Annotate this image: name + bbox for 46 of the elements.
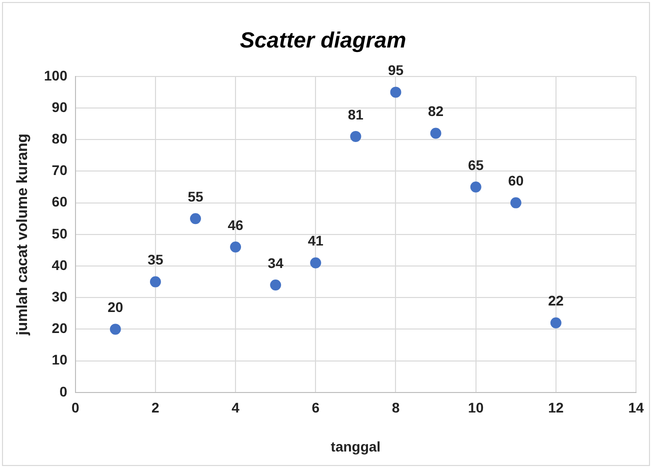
point xyxy=(270,279,282,290)
data-label: 55 xyxy=(188,188,204,204)
data-label: 81 xyxy=(348,106,364,122)
x-axis-title: tanggal xyxy=(330,438,381,454)
data-label: 22 xyxy=(548,292,564,309)
y-tick-label: 10 xyxy=(52,352,68,368)
point xyxy=(310,257,322,268)
data-label: 35 xyxy=(148,252,164,268)
data-label: 65 xyxy=(468,156,484,173)
y-tick-label: 30 xyxy=(52,288,68,304)
y-tick-label: 60 xyxy=(52,194,68,210)
data-label: 34 xyxy=(268,254,284,271)
point xyxy=(230,242,242,253)
y-tick-label: 90 xyxy=(52,98,68,115)
point xyxy=(150,276,161,288)
y-tick-label: 0 xyxy=(60,383,68,400)
x-tick-label: 8 xyxy=(392,400,400,416)
x-tick-label: 6 xyxy=(312,400,320,416)
point xyxy=(470,182,482,192)
point xyxy=(350,130,362,142)
point xyxy=(550,317,562,328)
y-tick-label: 70 xyxy=(52,162,68,178)
data-label: 20 xyxy=(108,299,124,316)
y-tick-label: 100 xyxy=(44,67,68,84)
data-label: 41 xyxy=(308,232,324,249)
x-tick-label: 2 xyxy=(152,400,160,416)
x-tick-label: 0 xyxy=(71,400,80,416)
chart-title: Scatter diagram xyxy=(240,27,406,52)
y-tick-label: 80 xyxy=(52,130,68,146)
x-tick-label: 4 xyxy=(232,400,240,416)
point xyxy=(430,128,442,139)
point xyxy=(510,197,522,208)
x-tick-label: 14 xyxy=(628,400,644,416)
y-tick-label: 20 xyxy=(52,320,68,336)
point xyxy=(190,213,201,224)
data-label: 82 xyxy=(428,103,444,120)
data-label: 95 xyxy=(388,62,404,78)
y-axis-title: jumlah cacat volume kurang xyxy=(14,134,32,336)
x-tick-label: 12 xyxy=(548,400,564,416)
y-tick-label: 40 xyxy=(52,256,68,273)
x-tick-label: 10 xyxy=(468,400,484,416)
point xyxy=(110,324,121,335)
point xyxy=(390,86,402,98)
data-label: 46 xyxy=(228,216,244,233)
y-tick-label: 50 xyxy=(52,225,68,242)
data-label: 60 xyxy=(508,172,524,189)
